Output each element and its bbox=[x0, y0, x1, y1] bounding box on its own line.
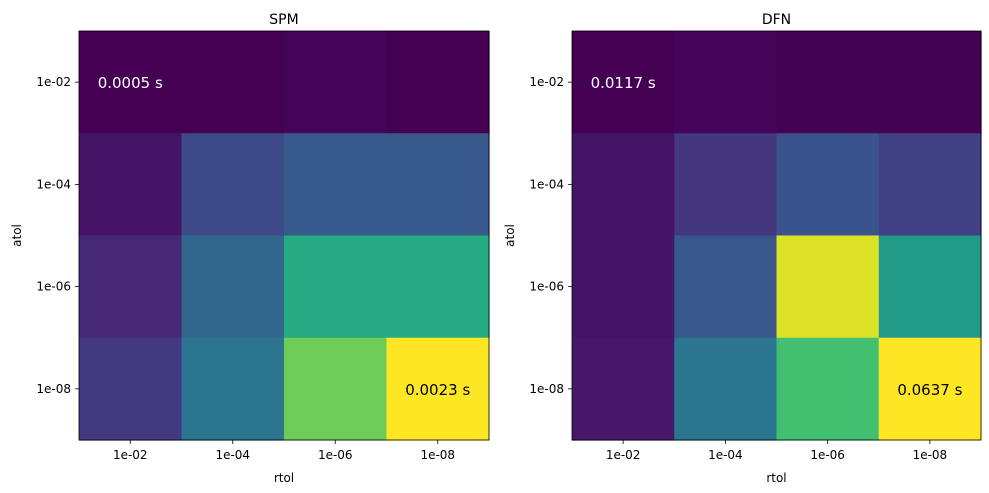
heatmap-cell bbox=[181, 31, 285, 134]
heatmap-cell bbox=[674, 235, 778, 339]
heatmap-cell bbox=[386, 31, 490, 134]
heatmap-cell bbox=[776, 31, 880, 134]
heatmap-cell bbox=[181, 337, 285, 441]
heatmap-cell bbox=[79, 133, 183, 237]
heatmap-cell bbox=[284, 31, 388, 134]
y-tick-label: 1e-04 bbox=[36, 177, 71, 191]
y-axis-label: atol bbox=[10, 224, 24, 247]
y-tick-label: 1e-06 bbox=[529, 280, 564, 294]
chart-title: DFN bbox=[762, 12, 791, 28]
y-tick-label: 1e-06 bbox=[36, 280, 71, 294]
x-axis-label: rtol bbox=[274, 471, 294, 485]
cell-annotation: 0.0637 s bbox=[897, 381, 962, 399]
heatmap-cell bbox=[878, 235, 982, 339]
heatmap-cell bbox=[284, 235, 388, 339]
x-tick-label: 1e-06 bbox=[810, 448, 845, 462]
x-tick-label: 1e-04 bbox=[215, 448, 250, 462]
y-tick-label: 1e-04 bbox=[529, 177, 564, 191]
heatmap-cell bbox=[79, 235, 183, 339]
heatmap-cell bbox=[572, 31, 675, 134]
cell-annotation: 0.0023 s bbox=[405, 381, 470, 399]
y-tick-label: 1e-08 bbox=[36, 382, 71, 396]
cell-annotation: 0.0005 s bbox=[98, 74, 163, 92]
heatmap-cell bbox=[79, 337, 183, 441]
x-axis-label: rtol bbox=[766, 471, 786, 485]
heatmap-cell bbox=[386, 133, 490, 237]
y-axis-label: atol bbox=[503, 224, 517, 247]
x-tick-label: 1e-08 bbox=[420, 448, 455, 462]
heatmap-cell bbox=[572, 235, 675, 339]
heatmap-cell bbox=[878, 133, 982, 237]
axes-frame bbox=[78, 30, 490, 441]
heatmap-cell bbox=[776, 235, 880, 339]
x-tick-label: 1e-02 bbox=[113, 448, 148, 462]
y-tick-label: 1e-02 bbox=[36, 75, 71, 89]
x-tick-label: 1e-06 bbox=[318, 448, 353, 462]
heatmap-cell bbox=[386, 337, 490, 441]
x-tick-label: 1e-02 bbox=[606, 448, 641, 462]
heatmap-cell bbox=[572, 133, 675, 237]
heatmap-cell bbox=[79, 31, 183, 134]
heatmap-cell bbox=[284, 133, 388, 237]
heatmap-cell bbox=[181, 133, 285, 237]
chart-title: SPM bbox=[269, 12, 298, 28]
heatmap-cell bbox=[878, 337, 982, 441]
heatmap-cell bbox=[878, 31, 982, 134]
heatmap-cell bbox=[181, 235, 285, 339]
heatmap-cell bbox=[674, 337, 778, 441]
heatmap-cell bbox=[674, 31, 778, 134]
y-tick-label: 1e-08 bbox=[529, 382, 564, 396]
x-tick-label: 1e-04 bbox=[708, 448, 743, 462]
y-tick-label: 1e-02 bbox=[529, 75, 564, 89]
heatmap-cell bbox=[776, 133, 880, 237]
heatmap-cell bbox=[572, 337, 675, 441]
x-tick-label: 1e-08 bbox=[913, 448, 948, 462]
cell-annotation: 0.0117 s bbox=[591, 74, 656, 92]
heatmap-cell bbox=[284, 337, 388, 441]
heatmap-cell bbox=[674, 133, 778, 237]
heatmap-cell bbox=[776, 337, 880, 441]
axes-frame bbox=[571, 30, 982, 441]
heatmap-cell bbox=[386, 235, 490, 339]
